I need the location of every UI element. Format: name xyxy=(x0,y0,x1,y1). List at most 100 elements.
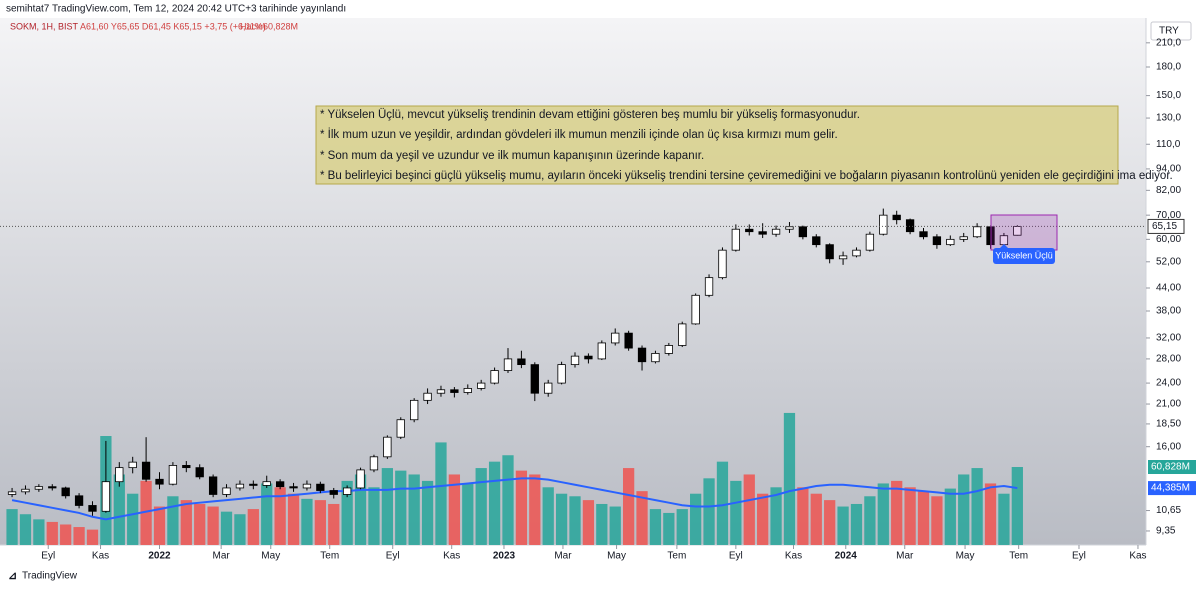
candle-body xyxy=(704,277,714,296)
candle-body xyxy=(972,226,982,238)
volume-bar xyxy=(877,483,889,545)
candle-body xyxy=(825,244,834,260)
candle-body xyxy=(369,456,379,471)
volume-bar xyxy=(971,468,983,545)
candle-body xyxy=(718,249,727,279)
x-tick-label: 2022 xyxy=(148,551,171,562)
candle-body xyxy=(356,469,365,489)
volume-bar xyxy=(958,474,970,545)
pattern-pointer xyxy=(1000,244,1008,248)
candle-body xyxy=(7,491,17,495)
volume-bar xyxy=(127,493,139,545)
x-tick-label: Tem xyxy=(320,551,339,562)
volume-bar xyxy=(904,487,916,545)
volume-bar xyxy=(730,480,742,545)
volume-bar xyxy=(944,488,956,545)
candle-body xyxy=(503,358,513,371)
price-label: 65,15 xyxy=(1152,221,1177,232)
currency[interactable]: TRY xyxy=(1159,26,1179,37)
x-tick-label: Eyl xyxy=(729,551,743,562)
y-tick-label: 70,00 xyxy=(1156,210,1181,221)
candle-body xyxy=(838,255,848,260)
volume-bar xyxy=(984,483,997,545)
note-line: * Yükselen Üçlü, mevcut yükseliş trendin… xyxy=(320,109,860,121)
candle-body xyxy=(115,467,124,483)
volume-bar xyxy=(596,503,608,545)
volume-bar xyxy=(783,412,796,545)
candle-body xyxy=(208,476,218,495)
volume-bar xyxy=(46,521,58,545)
y-tick-label: 52,00 xyxy=(1156,256,1181,267)
volume-bar xyxy=(663,512,675,545)
volume-bar xyxy=(113,474,125,545)
candle-body xyxy=(289,486,298,489)
volume-bar xyxy=(395,470,407,545)
candle-body xyxy=(959,236,968,240)
volume-bar xyxy=(891,480,903,545)
candle-body xyxy=(624,332,633,349)
volume-bar xyxy=(180,500,192,545)
volume-bar xyxy=(261,483,273,545)
candle-body xyxy=(651,353,660,363)
volume-bar xyxy=(1011,467,1023,545)
volume-bar xyxy=(19,514,32,545)
currency-button[interactable] xyxy=(1150,21,1192,41)
candle-body xyxy=(168,465,178,485)
candle-body xyxy=(637,347,647,363)
y-tick-label: 32,00 xyxy=(1156,333,1181,344)
candle-body xyxy=(798,226,808,238)
y-tick-label: 210,0 xyxy=(1156,37,1181,48)
note-line: * İlk mum uzun ve yeşildir, ardından göv… xyxy=(320,128,838,141)
candle-body xyxy=(128,461,137,469)
candle-body xyxy=(557,364,566,384)
volume-bar xyxy=(33,519,45,545)
candle-body xyxy=(932,236,942,246)
x-tick-label: Mar xyxy=(554,551,572,562)
y-tick-label: 150,0 xyxy=(1156,90,1181,101)
volume-bar xyxy=(207,506,219,545)
volume-bar xyxy=(167,496,179,545)
candle-body xyxy=(879,214,888,235)
volume-bar xyxy=(931,496,943,545)
y-tick-label: 82,00 xyxy=(1156,185,1181,196)
candle-body xyxy=(141,461,151,480)
brand: TradingView xyxy=(22,571,78,582)
candle-body xyxy=(664,345,673,354)
candle-body xyxy=(101,481,111,512)
candle-body xyxy=(731,228,741,251)
candle-body xyxy=(249,483,258,486)
volume-label: 60,828M xyxy=(1151,462,1190,473)
volume-bar xyxy=(864,496,876,545)
volume-bar xyxy=(609,506,621,545)
x-tick-label: May xyxy=(607,551,626,562)
candle-body xyxy=(570,355,580,366)
candle-body xyxy=(517,358,526,366)
brand-logo: ⊿ xyxy=(8,570,17,582)
y-tick-label: 9,35 xyxy=(1156,526,1176,537)
candle-body xyxy=(222,487,231,495)
candle-body xyxy=(155,478,164,485)
x-tick-label: May xyxy=(261,551,280,562)
volume-bar xyxy=(636,491,648,545)
x-tick-label: Eyl xyxy=(1072,551,1086,562)
volume-bar xyxy=(824,500,836,545)
volume-bar xyxy=(622,468,635,545)
candle-body xyxy=(182,465,191,469)
volume-bar xyxy=(287,493,300,545)
volume-bar xyxy=(810,493,822,545)
candle-body xyxy=(463,388,472,393)
volume-bar xyxy=(488,461,501,545)
y-tick-label: 18,50 xyxy=(1156,419,1181,430)
y-tick-label: 130,0 xyxy=(1156,113,1181,124)
candle-body xyxy=(544,382,553,394)
x-tick-label: Kas xyxy=(785,551,802,562)
candle-body xyxy=(758,231,767,235)
candle-body xyxy=(396,419,405,438)
volume-bar xyxy=(743,474,755,545)
candle-body xyxy=(450,389,459,393)
volume-bar xyxy=(314,500,326,545)
volume-bar xyxy=(368,487,380,545)
candle-body xyxy=(530,364,539,394)
